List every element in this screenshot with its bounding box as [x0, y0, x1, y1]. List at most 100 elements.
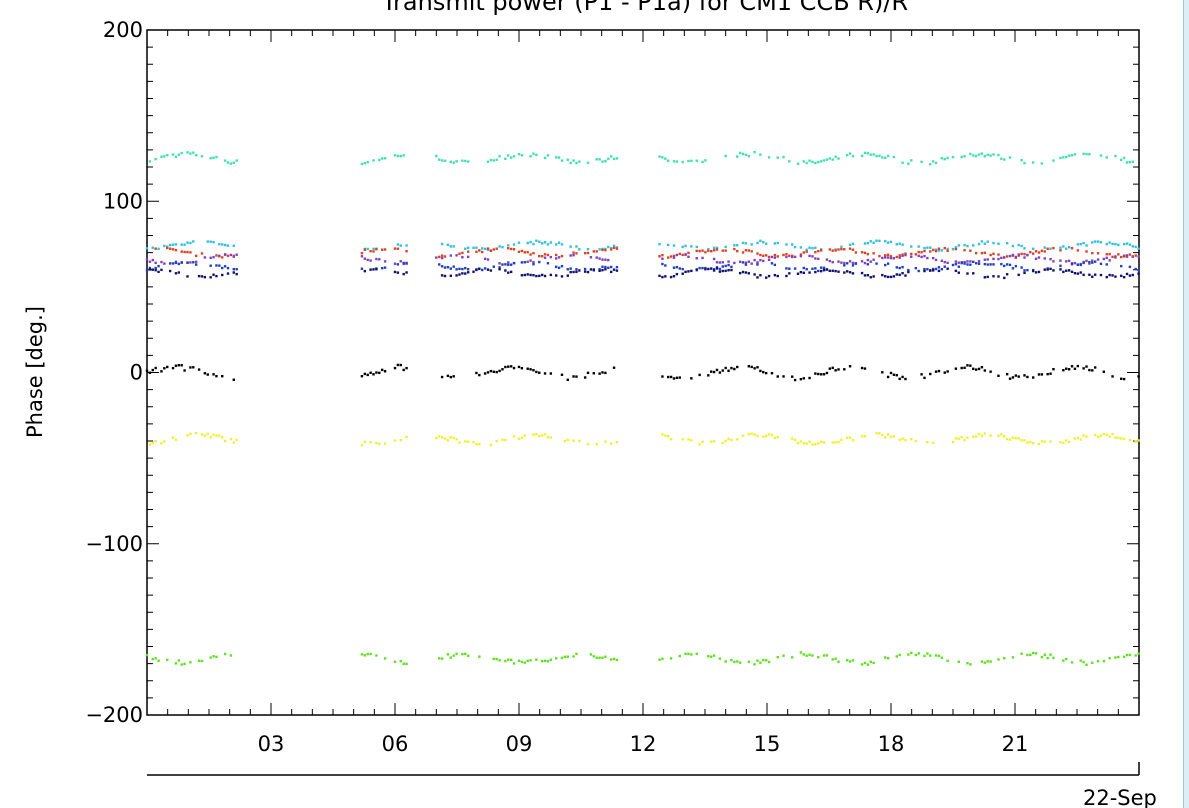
data-point — [446, 265, 450, 269]
ticks — [146, 29, 1140, 716]
data-point — [209, 240, 212, 243]
data-point — [438, 435, 441, 438]
data-point — [151, 246, 154, 249]
data-point — [983, 258, 987, 261]
data-point — [989, 154, 992, 157]
data-point — [759, 274, 762, 277]
data-point — [1070, 661, 1074, 664]
data-point — [934, 370, 938, 373]
data-point — [869, 260, 872, 263]
data-point — [1099, 154, 1103, 157]
data-point — [848, 271, 852, 274]
data-point — [907, 268, 910, 272]
data-point — [848, 243, 852, 247]
data-point — [529, 253, 532, 256]
data-point — [221, 273, 224, 277]
data-point — [721, 261, 724, 264]
data-point — [796, 441, 800, 445]
data-point — [819, 266, 823, 269]
data-point — [360, 251, 364, 255]
data-point — [727, 369, 730, 372]
data-point — [805, 161, 808, 165]
data-point — [363, 654, 367, 657]
data-point — [509, 156, 513, 159]
data-point — [926, 246, 929, 249]
data-point — [1031, 161, 1035, 164]
data-point — [540, 434, 544, 437]
data-point — [186, 434, 189, 437]
data-point — [566, 158, 569, 161]
data-point — [1073, 437, 1077, 440]
data-point — [898, 653, 901, 657]
data-point — [837, 248, 840, 251]
data-point — [848, 260, 852, 263]
data-point — [492, 159, 495, 162]
data-point — [218, 254, 221, 258]
data-point — [466, 654, 470, 657]
data-point — [1026, 441, 1029, 444]
data-point — [180, 250, 183, 253]
data-point — [753, 433, 756, 436]
data-point — [825, 268, 829, 271]
data-point — [380, 157, 384, 160]
data-point — [438, 263, 441, 266]
data-point — [1067, 440, 1071, 444]
data-point — [802, 160, 805, 163]
data-point — [840, 261, 843, 264]
data-point — [773, 253, 777, 257]
data-point — [843, 261, 846, 265]
data-point — [931, 269, 935, 272]
data-point — [592, 372, 596, 375]
data-point — [489, 249, 493, 252]
data-point — [232, 244, 235, 248]
data-point — [366, 161, 369, 164]
data-point — [495, 247, 498, 250]
data-point — [466, 268, 470, 271]
data-point — [963, 366, 966, 370]
data-point — [805, 442, 808, 445]
data-point — [472, 270, 475, 273]
data-point — [578, 269, 581, 272]
data-point — [396, 154, 400, 158]
data-point — [767, 255, 771, 259]
data-point — [148, 266, 152, 270]
data-point — [489, 443, 493, 447]
data-point — [1125, 242, 1129, 245]
data-series — [148, 150, 1134, 166]
data-point — [782, 253, 785, 257]
data-point — [549, 658, 553, 661]
data-point — [560, 159, 564, 162]
data-point — [466, 271, 470, 274]
data-point — [540, 242, 544, 245]
data-point — [1134, 245, 1137, 249]
data-point — [886, 253, 890, 256]
data-point — [1023, 374, 1026, 377]
data-point — [854, 251, 858, 254]
data-point — [819, 249, 823, 252]
data-point — [532, 242, 535, 246]
data-point — [1008, 263, 1012, 267]
data-point — [892, 435, 896, 438]
data-point — [889, 275, 893, 279]
data-point — [848, 247, 852, 250]
data-point — [1011, 244, 1015, 248]
data-point — [609, 658, 613, 661]
data-point — [963, 438, 966, 442]
data-point — [145, 269, 149, 272]
data-point — [989, 263, 992, 266]
data-point — [575, 252, 578, 255]
data-point — [498, 262, 501, 265]
data-point — [532, 433, 535, 436]
data-point — [997, 374, 1000, 378]
data-point — [174, 272, 178, 275]
data-point — [1125, 161, 1129, 164]
data-point — [604, 247, 607, 251]
data-point — [863, 274, 867, 277]
data-point — [440, 256, 444, 260]
data-point — [1131, 160, 1134, 163]
data-point — [483, 372, 487, 375]
data-point — [825, 654, 829, 657]
data-point — [898, 377, 901, 381]
data-point — [701, 256, 704, 260]
y-axis-label: Phase [deg.] — [23, 306, 47, 438]
